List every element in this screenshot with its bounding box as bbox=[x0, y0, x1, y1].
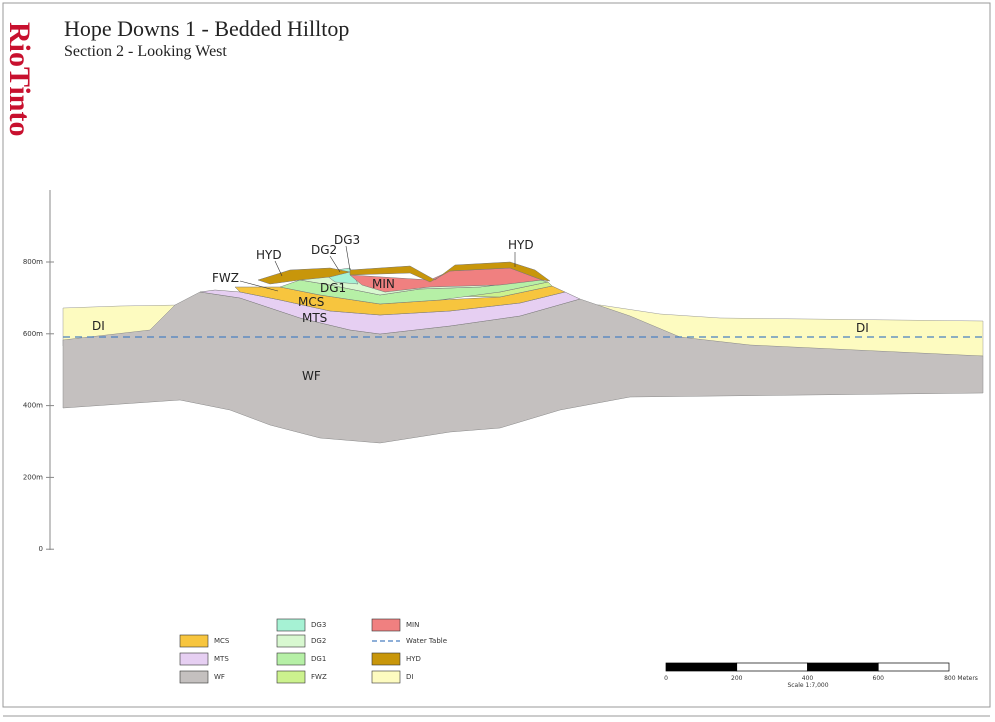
legend-label: FWZ bbox=[311, 673, 327, 681]
leader-line bbox=[239, 280, 279, 292]
title: Hope Downs 1 - Bedded Hilltop bbox=[64, 16, 349, 41]
legend-swatch bbox=[371, 652, 401, 666]
section-label: HYD bbox=[508, 238, 534, 252]
axis-label: 600m bbox=[23, 330, 43, 338]
scale-segment bbox=[665, 662, 738, 672]
frame bbox=[2, 2, 991, 708]
legend-swatch bbox=[276, 634, 306, 648]
scale-segment bbox=[736, 662, 808, 672]
hyd-left bbox=[257, 267, 351, 285]
axis-label: 0 bbox=[39, 545, 43, 553]
scale-bar: Scale 1:7,000 0 200 400 600 800 Meters bbox=[664, 662, 978, 689]
leader-line bbox=[345, 245, 351, 271]
cross-section: HYD DG2 DG3 DG1 MIN HYD FWZ MCS MTS DI D… bbox=[62, 233, 984, 444]
legend-label: DG2 bbox=[311, 637, 326, 645]
legend-label: DI bbox=[406, 673, 413, 681]
section-label: DI bbox=[856, 321, 869, 335]
min-layer bbox=[349, 267, 543, 293]
legend-label: WF bbox=[214, 673, 225, 681]
axis-label: 200m bbox=[23, 473, 43, 481]
legend-swatch bbox=[179, 670, 209, 684]
scale-label: 400 bbox=[802, 675, 814, 682]
legend-swatch bbox=[179, 634, 209, 648]
legend-swatch bbox=[179, 652, 209, 666]
section-label: DG1 bbox=[320, 281, 346, 295]
legend-swatch bbox=[371, 618, 401, 632]
hyd-top bbox=[349, 261, 551, 283]
subtitle: Section 2 - Looking West bbox=[64, 43, 227, 60]
scale-segment bbox=[807, 662, 879, 672]
legend-label: DG1 bbox=[311, 655, 326, 663]
legend-label: MIN bbox=[406, 621, 419, 629]
legend-swatch bbox=[371, 670, 401, 684]
section-label: MTS bbox=[302, 311, 327, 325]
legend-label: Water Table bbox=[406, 637, 447, 645]
leader-line bbox=[274, 260, 283, 277]
axis-label: 400m bbox=[23, 402, 43, 410]
legend: MCS MTS WF DG3 DG2 DG1 FWZ MIN Water Table HYD DI bbox=[179, 618, 447, 684]
legend-label: MCS bbox=[214, 637, 230, 645]
section-label: MCS bbox=[298, 295, 324, 309]
scale-label: 600 bbox=[873, 675, 885, 682]
legend-swatch bbox=[276, 618, 306, 632]
section-label: DG3 bbox=[334, 233, 360, 247]
section-label: MIN bbox=[372, 277, 395, 291]
section-label: WF bbox=[302, 369, 321, 383]
logo: RioTinto bbox=[3, 22, 36, 136]
section-label: DG2 bbox=[311, 243, 337, 257]
legend-label: MTS bbox=[214, 655, 229, 663]
section-label: DI bbox=[92, 319, 105, 333]
scale-ratio: Scale 1:7,000 bbox=[787, 682, 828, 689]
scale-label: 800 Meters bbox=[944, 675, 978, 682]
scale-segment bbox=[877, 662, 950, 672]
legend-swatch bbox=[276, 652, 306, 666]
legend-label: HYD bbox=[406, 655, 421, 663]
section-label: HYD bbox=[256, 248, 282, 262]
leader-line bbox=[329, 255, 341, 273]
scale-label: 0 bbox=[664, 675, 668, 682]
y-axis: 800m 600m 400m 200m 0 bbox=[23, 190, 54, 553]
axis-label: 800m bbox=[23, 258, 43, 266]
scale-label: 200 bbox=[731, 675, 743, 682]
legend-swatch bbox=[276, 670, 306, 684]
section-label: FWZ bbox=[212, 271, 239, 285]
legend-label: DG3 bbox=[311, 621, 326, 629]
